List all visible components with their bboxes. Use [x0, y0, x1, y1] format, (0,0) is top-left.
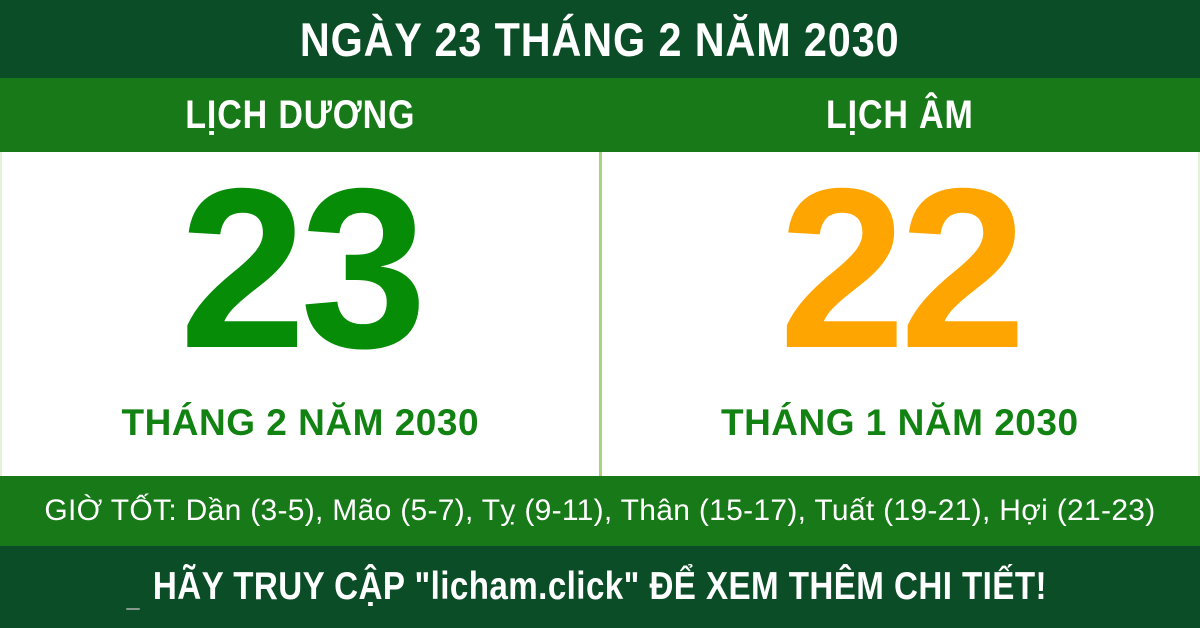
- date-title-bar: NGÀY 23 THÁNG 2 NĂM 2030: [0, 0, 1200, 78]
- calendar-panels: 23 THÁNG 2 NĂM 2030 22 THÁNG 1 NĂM 2030: [0, 152, 1200, 610]
- page-curl-artifact: [126, 608, 140, 610]
- footer-call-to-action: HÃY TRUY CẬP "licham.click" ĐỂ XEM THÊM …: [152, 565, 1048, 608]
- solar-day-number: 23: [179, 142, 427, 397]
- panel-divider: [598, 152, 602, 476]
- calendar-type-header-row: LỊCH DƯƠNG LỊCH ÂM: [0, 78, 1200, 152]
- lunar-day-number: 22: [778, 142, 1027, 397]
- lunar-header-cell: LỊCH ÂM: [600, 78, 1200, 152]
- solar-calendar-header: LỊCH DƯƠNG: [184, 92, 416, 137]
- lunar-calendar-header: LỊCH ÂM: [826, 92, 974, 137]
- lunar-panel: 22 THÁNG 1 NĂM 2030: [602, 152, 1199, 476]
- good-hours-text: GIỜ TỐT: Dần (3-5), Mão (5-7), Tỵ (9-11)…: [44, 494, 1156, 527]
- date-title: NGÀY 23 THÁNG 2 NĂM 2030: [300, 12, 900, 66]
- solar-header-cell: LỊCH DƯƠNG: [0, 78, 600, 152]
- lunar-month-year-label: THÁNG 1 NĂM 2030: [720, 402, 1079, 443]
- solar-month-year-label: THÁNG 2 NĂM 2030: [121, 402, 480, 443]
- solar-panel: 23 THÁNG 2 NĂM 2030: [2, 152, 599, 476]
- good-hours-bar: GIỜ TỐT: Dần (3-5), Mão (5-7), Tỵ (9-11)…: [0, 476, 1200, 546]
- footer-banner: HÃY TRUY CẬP "licham.click" ĐỂ XEM THÊM …: [0, 546, 1200, 628]
